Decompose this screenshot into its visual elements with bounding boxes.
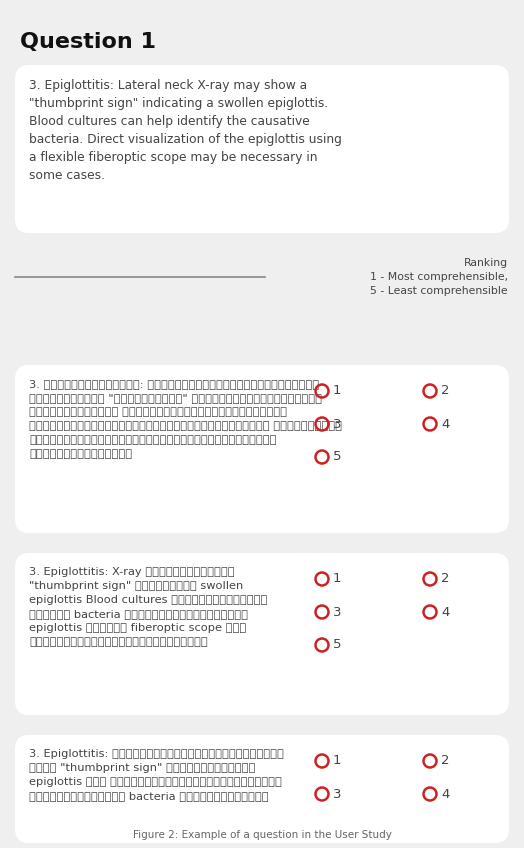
Text: 3. Epiglottitis: X-ray หลังคออาจแสดง
"thumbprint sign" แสดงว่ามี swollen
epiglot: 3. Epiglottitis: X-ray หลังคออาจแสดง "th… [29, 567, 267, 647]
FancyBboxPatch shape [15, 553, 509, 715]
Text: 4: 4 [441, 605, 450, 618]
Text: 3. Epiglottitis: Lateral neck X-ray may show a
"thumbprint sign" indicating a sw: 3. Epiglottitis: Lateral neck X-ray may … [29, 79, 342, 182]
Text: Question 1: Question 1 [20, 32, 156, 52]
Text: 2: 2 [441, 384, 450, 398]
Text: 3: 3 [333, 417, 342, 431]
Text: Figure 2: Example of a question in the User Study: Figure 2: Example of a question in the U… [133, 830, 391, 840]
Text: 3: 3 [333, 605, 342, 618]
Text: 4: 4 [441, 417, 450, 431]
Text: Ranking
1 - Most comprehensible,
5 - Least comprehensible: Ranking 1 - Most comprehensible, 5 - Lea… [370, 258, 508, 296]
Text: 3. Epiglottitis: เอกซเรย์คอสำคอด้านข้างอาจ
แสดง "thumbprint sign" ซึ่งบ่งชี้ว่า
: 3. Epiglottitis: เอกซเรย์คอสำคอด้านข้างอ… [29, 749, 284, 801]
Text: 2: 2 [441, 572, 450, 585]
FancyBboxPatch shape [15, 65, 509, 233]
Text: 4: 4 [441, 788, 450, 801]
Text: 5: 5 [333, 639, 342, 651]
Text: 1: 1 [333, 755, 342, 767]
Text: 1: 1 [333, 384, 342, 398]
Text: 3: 3 [333, 788, 342, 801]
Text: 5: 5 [333, 450, 342, 464]
Text: 3. โรคอีพิกลอทติส: การถ่ายรังสีคอด้านข้างอาจ
แสดงเคราะห์ "ลายนิ้วมือ" ซึ่งบ่งบอก: 3. โรคอีพิกลอทติส: การถ่ายรังสีคอด้านข้า… [29, 379, 342, 459]
FancyBboxPatch shape [15, 735, 509, 843]
Text: 2: 2 [441, 755, 450, 767]
Text: 1: 1 [333, 572, 342, 585]
FancyBboxPatch shape [15, 365, 509, 533]
